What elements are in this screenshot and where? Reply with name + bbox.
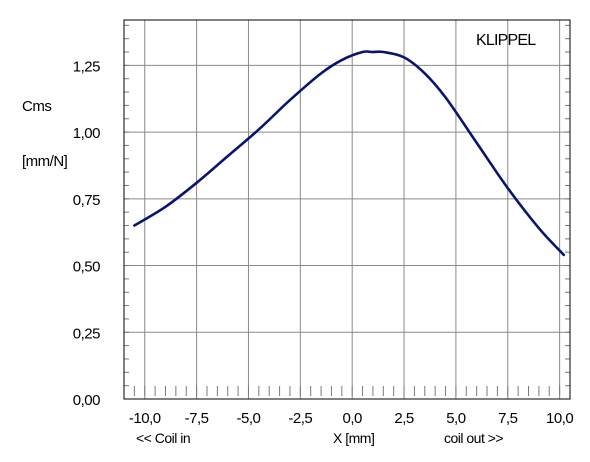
- y-axis-label-line-1: Cms: [22, 98, 51, 115]
- y-tick-label: 1,25: [73, 58, 100, 75]
- plot-frame: [123, 19, 571, 400]
- x-tick-label: 10,0: [546, 410, 573, 427]
- brand-label: KLIPPEL: [476, 32, 536, 49]
- y-axis-label-line-2: [mm/N]: [22, 153, 68, 170]
- x-tick-label: 2,5: [394, 410, 414, 427]
- series-line: [133, 50, 566, 257]
- minor-ticks: [124, 24, 571, 396]
- y-tick-label: 1,00: [73, 125, 100, 142]
- x-tick-label: 7,5: [498, 410, 518, 427]
- x-right-note: coil out >>: [444, 430, 503, 446]
- y-tick-label: 0,25: [73, 325, 100, 342]
- y-tick-labels: 0,00 0,25 0,50 0,75 1,00 1,25: [73, 58, 101, 409]
- x-tick-label: -10,0: [129, 410, 161, 427]
- y-tick-label: 0,00: [73, 392, 100, 409]
- x-left-note: << Coil in: [136, 430, 190, 446]
- x-tick-label: 5,0: [446, 410, 466, 427]
- x-tick-label: -2,5: [288, 410, 312, 427]
- x-tick-label: -5,0: [237, 410, 261, 427]
- grid: [124, 20, 570, 399]
- y-tick-label: 0,50: [73, 259, 100, 276]
- x-tick-labels: -10,0 -7,5 -5,0 -2,5 0,0 2,5 5,0 7,5 10,0: [129, 410, 574, 427]
- x-axis-label: X [mm]: [333, 430, 374, 446]
- x-tick-label: -7,5: [185, 410, 209, 427]
- x-tick-label: 0,0: [343, 410, 363, 427]
- y-tick-label: 0,75: [73, 192, 100, 209]
- series-layer: [133, 50, 566, 257]
